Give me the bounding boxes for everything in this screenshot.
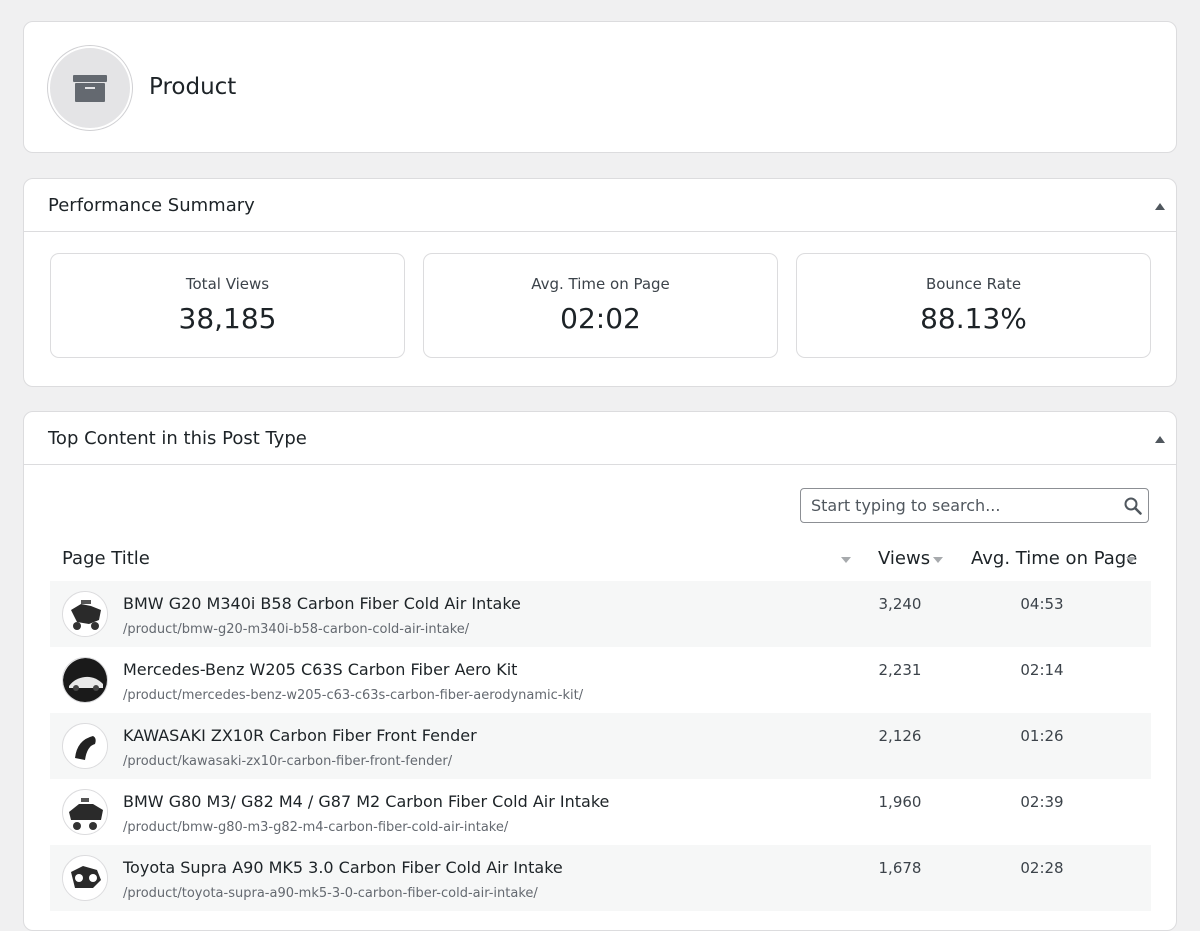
column-header-avg-time[interactable]: Avg. Time on Page xyxy=(971,548,1138,569)
row-url: /product/toyota-supra-a90-mk5-3-0-carbon… xyxy=(123,886,538,901)
metric-label: Bounce Rate xyxy=(925,275,1022,293)
metric-value: 02:02 xyxy=(560,302,641,335)
search-icon[interactable] xyxy=(1118,497,1148,515)
row-views: 2,126 xyxy=(878,727,922,745)
product-thumbnail xyxy=(62,723,108,769)
table-row[interactable]: Toyota Supra A90 MK5 3.0 Carbon Fiber Co… xyxy=(50,845,1151,911)
row-views: 2,231 xyxy=(878,661,922,679)
row-url: /product/bmw-g80-m3-g82-m4-carbon-fiber-… xyxy=(123,820,509,835)
row-title-link[interactable]: Mercedes-Benz W205 C63S Carbon Fiber Aer… xyxy=(123,660,518,679)
panel-title: Performance Summary xyxy=(48,195,255,216)
archive-icon xyxy=(48,46,132,130)
post-type-header: Product xyxy=(23,21,1177,153)
metric-bounce-rate: Bounce Rate 88.13% xyxy=(796,253,1151,358)
sort-down-icon[interactable] xyxy=(1126,557,1136,563)
page-title: Product xyxy=(149,74,237,100)
product-thumbnail xyxy=(62,855,108,901)
row-avg-time: 04:53 xyxy=(1020,595,1064,613)
sort-down-icon[interactable] xyxy=(841,557,851,563)
row-url: /product/bmw-g20-m340i-b58-carbon-cold-a… xyxy=(123,622,470,637)
panel-header: Performance Summary xyxy=(24,179,1176,232)
column-header-page-title[interactable]: Page Title xyxy=(62,548,150,569)
row-title-link[interactable]: KAWASAKI ZX10R Carbon Fiber Front Fender xyxy=(123,726,477,745)
metric-total-views: Total Views 38,185 xyxy=(50,253,405,358)
row-title-link[interactable]: Toyota Supra A90 MK5 3.0 Carbon Fiber Co… xyxy=(123,858,563,877)
sort-down-icon[interactable] xyxy=(933,557,943,563)
search-input[interactable] xyxy=(801,496,1118,515)
row-title-link[interactable]: BMW G20 M340i B58 Carbon Fiber Cold Air … xyxy=(123,594,521,613)
performance-summary-panel: Performance Summary Total Views 38,185 A… xyxy=(23,178,1177,387)
column-header-views[interactable]: Views xyxy=(878,548,931,569)
collapse-up-icon[interactable] xyxy=(1152,199,1168,213)
row-avg-time: 02:28 xyxy=(1020,859,1064,877)
row-avg-time: 01:26 xyxy=(1020,727,1064,745)
row-title-link[interactable]: BMW G80 M3/ G82 M4 / G87 M2 Carbon Fiber… xyxy=(123,792,610,811)
panel-header: Top Content in this Post Type xyxy=(24,412,1176,465)
top-content-panel: Top Content in this Post Type Page Title… xyxy=(23,411,1177,931)
row-views: 1,678 xyxy=(878,859,922,877)
collapse-up-icon[interactable] xyxy=(1152,432,1168,446)
metric-label: Avg. Time on Page xyxy=(531,275,670,293)
table-row[interactable]: BMW G80 M3/ G82 M4 / G87 M2 Carbon Fiber… xyxy=(50,779,1151,845)
row-avg-time: 02:39 xyxy=(1020,793,1064,811)
row-views: 3,240 xyxy=(878,595,922,613)
table-row[interactable]: KAWASAKI ZX10R Carbon Fiber Front Fender… xyxy=(50,713,1151,779)
metric-value: 88.13% xyxy=(920,302,1027,335)
row-views: 1,960 xyxy=(878,793,922,811)
table-row[interactable]: Mercedes-Benz W205 C63S Carbon Fiber Aer… xyxy=(50,647,1151,713)
product-thumbnail xyxy=(62,789,108,835)
metric-label: Total Views xyxy=(185,275,270,293)
metric-avg-time: Avg. Time on Page 02:02 xyxy=(423,253,778,358)
product-thumbnail xyxy=(62,591,108,637)
table-row[interactable]: BMW G20 M340i B58 Carbon Fiber Cold Air … xyxy=(50,581,1151,647)
search-field xyxy=(800,488,1149,523)
row-avg-time: 02:14 xyxy=(1020,661,1064,679)
panel-title: Top Content in this Post Type xyxy=(48,428,307,449)
row-url: /product/kawasaki-zx10r-carbon-fiber-fro… xyxy=(123,754,453,769)
metric-value: 38,185 xyxy=(178,302,277,335)
product-thumbnail xyxy=(62,657,108,703)
row-url: /product/mercedes-benz-w205-c63-c63s-car… xyxy=(123,688,584,703)
